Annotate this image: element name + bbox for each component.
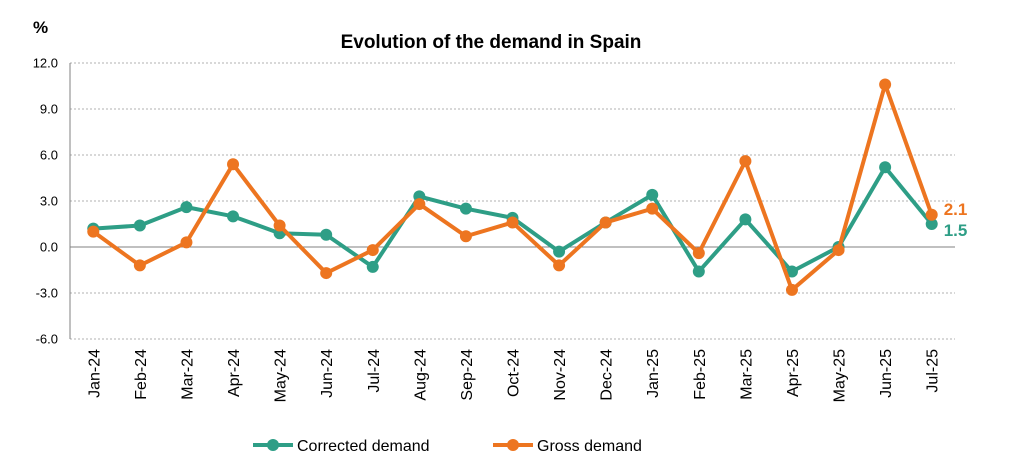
y-tick-label: -3.0: [36, 286, 58, 301]
x-tick-label: Feb-24: [133, 349, 150, 400]
data-point: [925, 208, 938, 221]
x-tick-label: Jul-25: [925, 349, 942, 393]
data-point: [553, 259, 566, 272]
x-tick-label: Dec-24: [599, 349, 616, 401]
chart-title: Evolution of the demand in Spain: [341, 32, 642, 53]
x-tick-label: Jun-25: [878, 349, 895, 398]
data-point: [273, 219, 286, 232]
x-tick-label: Nov-24: [552, 349, 569, 401]
data-point: [459, 202, 472, 215]
y-axis-ticks: 12.0 9.0 6.0 3.0 0.0 -3.0 -6.0: [33, 56, 58, 347]
legend-swatch-marker: [507, 439, 519, 451]
x-tick-label: Feb-25: [692, 349, 709, 400]
y-tick-label: -6.0: [36, 332, 58, 347]
data-point: [879, 161, 892, 174]
data-point: [227, 158, 240, 171]
data-point: [785, 283, 798, 296]
legend-label: Corrected demand: [297, 438, 430, 455]
data-point: [646, 188, 659, 201]
x-tick-label: Jan-24: [86, 349, 103, 398]
y-tick-label: 0.0: [40, 240, 58, 255]
data-point: [133, 259, 146, 272]
x-tick-label: May-25: [832, 349, 849, 402]
data-point: [785, 265, 798, 278]
data-point: [599, 216, 612, 229]
data-point: [459, 230, 472, 243]
data-point: [320, 228, 333, 241]
series-line: [91, 82, 934, 292]
data-point: [180, 236, 193, 249]
data-point: [180, 201, 193, 214]
data-point: [320, 267, 333, 280]
series-group: [87, 78, 938, 296]
legend-swatch-marker: [267, 439, 279, 451]
y-tick-label: 12.0: [33, 56, 58, 71]
end-value-label: 1.5: [944, 221, 968, 240]
legend-item: Gross demand: [493, 438, 642, 455]
data-point: [133, 219, 146, 232]
x-tick-label: Aug-24: [412, 349, 429, 401]
data-point: [553, 245, 566, 258]
x-tick-label: Jul-24: [366, 349, 383, 393]
x-tick-label: Oct-24: [506, 349, 523, 397]
x-axis-ticks: Jan-24 Feb-24 Mar-24 Apr-24 May-24 Jun-24 Jul-…: [86, 349, 941, 402]
legend-label: Gross demand: [537, 438, 642, 455]
legend: Corrected demand Gross demand: [253, 438, 642, 455]
data-point: [739, 213, 752, 226]
x-tick-label: Mar-24: [179, 349, 196, 400]
data-point: [646, 202, 659, 215]
y-tick-label: 6.0: [40, 148, 58, 163]
x-tick-label: Jun-24: [319, 349, 336, 398]
data-point: [739, 155, 752, 168]
x-tick-label: Sep-24: [459, 349, 476, 401]
end-labels: 1.52.1: [944, 200, 968, 240]
x-tick-label: Apr-25: [785, 349, 802, 397]
y-tick-label: 9.0: [40, 102, 58, 117]
series-2: [87, 78, 938, 296]
data-point: [879, 78, 892, 91]
legend-item: Corrected demand: [253, 438, 430, 455]
end-value-label: 2.1: [944, 200, 968, 219]
x-tick-label: Jan-25: [645, 349, 662, 398]
data-point: [692, 247, 705, 260]
data-point: [832, 244, 845, 257]
x-tick-label: Apr-24: [226, 349, 243, 397]
data-point: [692, 265, 705, 278]
x-tick-label: Mar-25: [738, 349, 755, 400]
x-tick-label: May-24: [273, 349, 290, 402]
data-point: [413, 198, 426, 211]
y-axis-unit: %: [33, 18, 48, 37]
data-point: [366, 260, 379, 273]
gridlines: [70, 62, 955, 340]
data-point: [227, 210, 240, 223]
y-tick-label: 3.0: [40, 194, 58, 209]
data-point: [366, 244, 379, 257]
data-point: [506, 216, 519, 229]
data-point: [925, 218, 938, 230]
data-point: [87, 225, 100, 238]
